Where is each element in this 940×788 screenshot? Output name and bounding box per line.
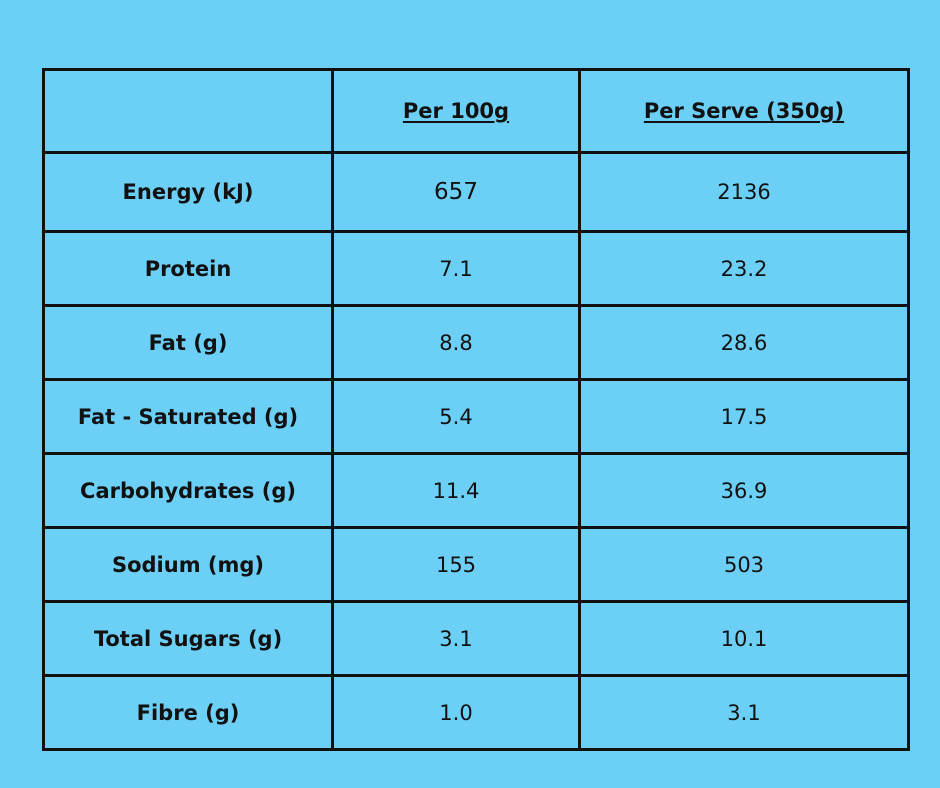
nutrient-label: Fibre (g)	[42, 674, 334, 751]
per-serve-value: 2136	[578, 151, 910, 233]
per-100g-value: 1.0	[331, 674, 581, 751]
per-serve-value: 17.5	[578, 378, 910, 455]
table-header-row: Per 100g Per Serve (350g)	[42, 68, 910, 154]
nutrient-label: Protein	[42, 230, 334, 307]
per-100g-value: 5.4	[331, 378, 581, 455]
per-100g-value: 11.4	[331, 452, 581, 529]
per-serve-value: 36.9	[578, 452, 910, 529]
nutrient-label: Energy (kJ)	[42, 151, 334, 233]
nutrient-label: Total Sugars (g)	[42, 600, 334, 677]
nutrient-label: Fat - Saturated (g)	[42, 378, 334, 455]
per-100g-value: 657	[331, 151, 581, 233]
per-serve-value: 28.6	[578, 304, 910, 381]
per-100g-value: 7.1	[331, 230, 581, 307]
header-per-serve: Per Serve (350g)	[578, 68, 910, 154]
table-row: Carbohydrates (g) 11.4 36.9	[42, 452, 910, 529]
table-row: Energy (kJ) 657 2136	[42, 151, 910, 233]
per-serve-value: 503	[578, 526, 910, 603]
per-serve-value: 10.1	[578, 600, 910, 677]
table-row: Fibre (g) 1.0 3.1	[42, 674, 910, 751]
table-row: Total Sugars (g) 3.1 10.1	[42, 600, 910, 677]
per-100g-value: 155	[331, 526, 581, 603]
per-100g-value: 3.1	[331, 600, 581, 677]
header-cell-empty	[42, 68, 334, 154]
header-per-100g: Per 100g	[331, 68, 581, 154]
table-row: Fat (g) 8.8 28.6	[42, 304, 910, 381]
nutrient-label: Carbohydrates (g)	[42, 452, 334, 529]
nutrition-table: Per 100g Per Serve (350g) Energy (kJ) 65…	[42, 68, 910, 751]
nutrient-label: Fat (g)	[42, 304, 334, 381]
per-serve-value: 23.2	[578, 230, 910, 307]
per-serve-value: 3.1	[578, 674, 910, 751]
table-row: Sodium (mg) 155 503	[42, 526, 910, 603]
per-100g-value: 8.8	[331, 304, 581, 381]
table-row: Fat - Saturated (g) 5.4 17.5	[42, 378, 910, 455]
table-row: Protein 7.1 23.2	[42, 230, 910, 307]
nutrient-label: Sodium (mg)	[42, 526, 334, 603]
